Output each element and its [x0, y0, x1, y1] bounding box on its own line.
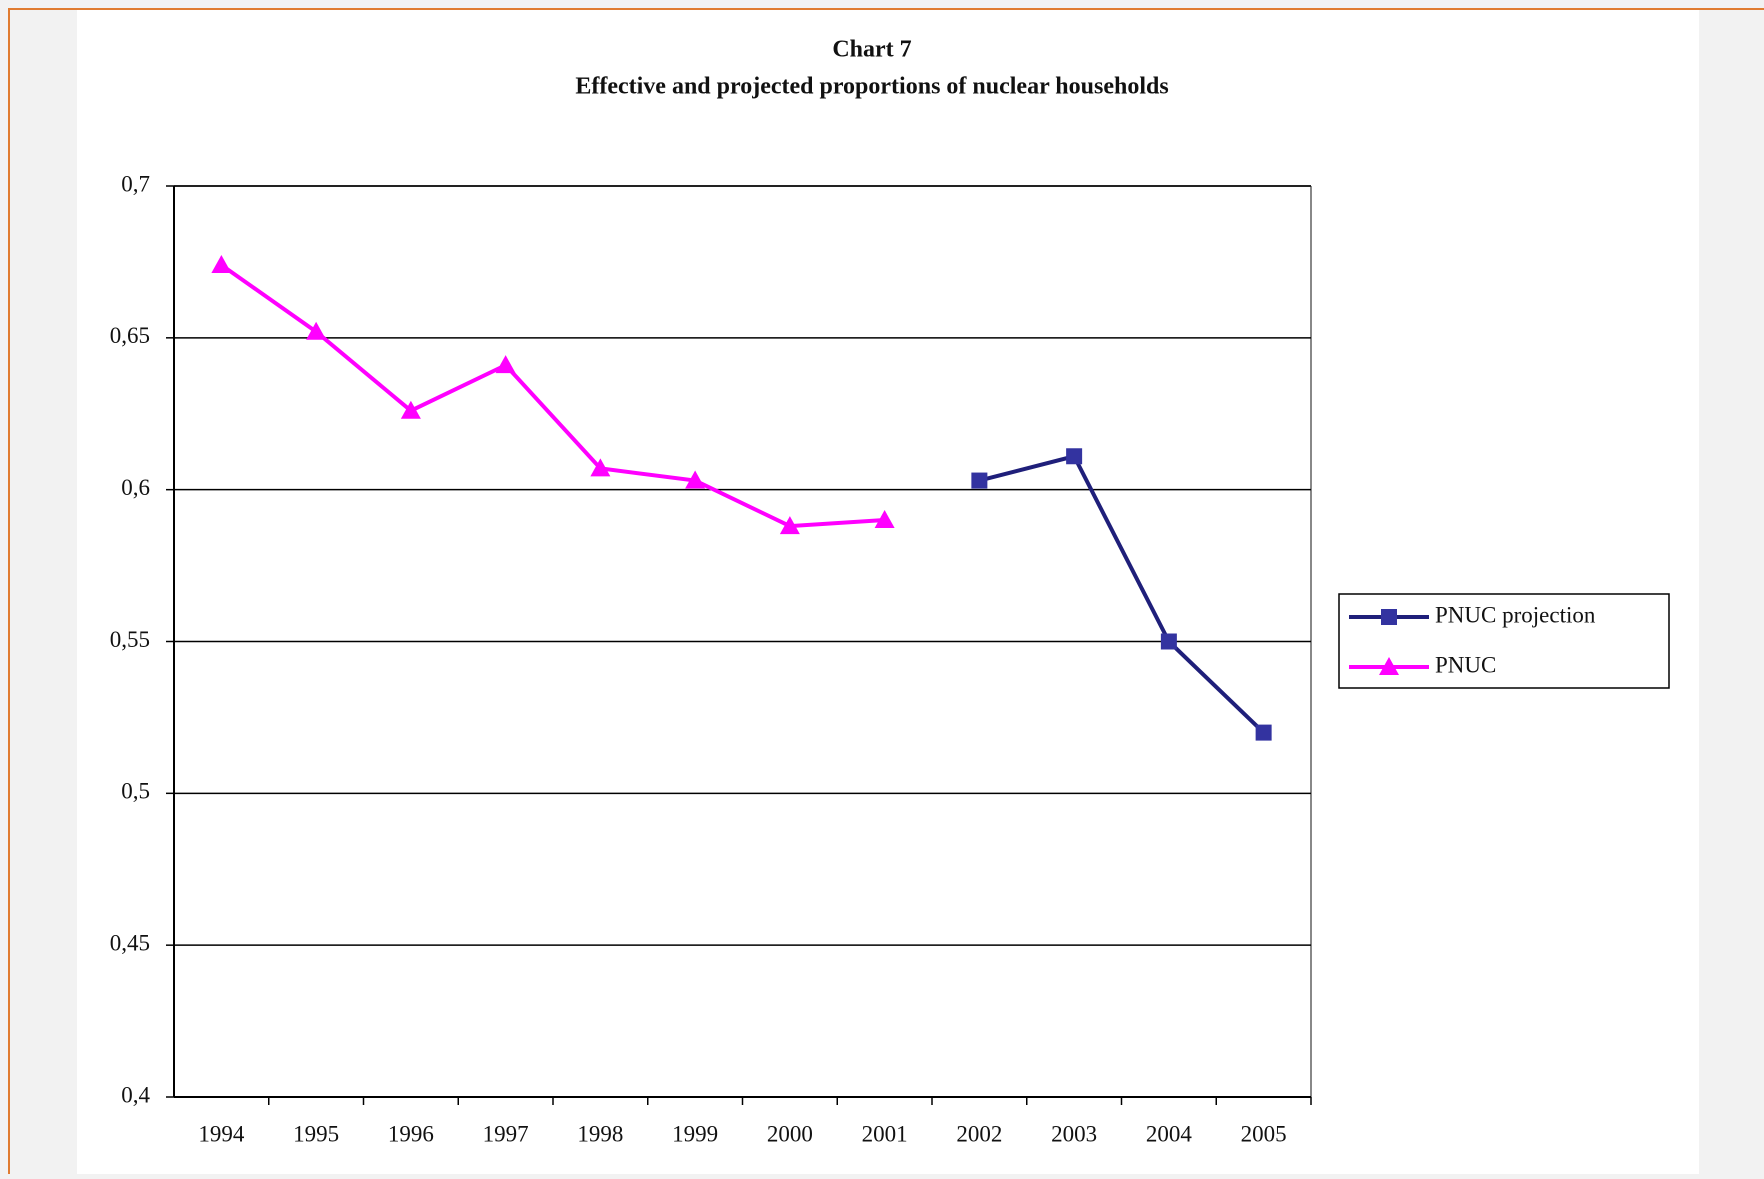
- x-tick-label: 2000: [767, 1121, 813, 1146]
- data-point: [874, 510, 895, 529]
- y-tick-label: 0,45: [110, 930, 150, 955]
- x-tick-label: 1997: [483, 1121, 529, 1146]
- y-tick-label: 0,6: [121, 475, 150, 500]
- legend-label: PNUC projection: [1435, 602, 1596, 627]
- legend-marker: [1381, 609, 1397, 625]
- data-point: [590, 458, 611, 477]
- data-point: [211, 254, 232, 273]
- data-point: [495, 355, 516, 374]
- y-tick-label: 0,5: [121, 779, 150, 804]
- x-tick-label: 2005: [1241, 1121, 1287, 1146]
- x-tick-label: 1998: [577, 1121, 623, 1146]
- data-point: [1066, 448, 1083, 465]
- data-point: [1160, 633, 1177, 650]
- series-line: [220, 263, 885, 529]
- data-point: [971, 472, 988, 489]
- x-tick-label: 1996: [388, 1121, 434, 1146]
- data-point: [1255, 724, 1272, 741]
- chart-title: Chart 7: [832, 37, 911, 63]
- chart-subtitle: Effective and projected proportions of n…: [575, 74, 1168, 100]
- y-tick-label: 0,7: [121, 171, 150, 196]
- x-tick-label: 2004: [1146, 1121, 1193, 1146]
- x-tick-label: 1999: [672, 1121, 718, 1146]
- x-tick-label: 2002: [956, 1121, 1002, 1146]
- x-tick-label: 1995: [293, 1121, 339, 1146]
- x-tick-label: 2003: [1051, 1121, 1097, 1146]
- data-point: [306, 321, 327, 340]
- data-point: [400, 400, 421, 419]
- x-tick-label: 1994: [198, 1121, 245, 1146]
- y-tick-label: 0,4: [121, 1082, 150, 1107]
- y-tick-label: 0,55: [110, 627, 150, 652]
- data-point: [779, 516, 800, 535]
- y-tick-label: 0,65: [110, 323, 150, 348]
- page-panel: [77, 10, 1699, 1174]
- series-line: [978, 453, 1266, 735]
- data-point: [685, 470, 706, 489]
- legend-label: PNUC: [1435, 652, 1496, 677]
- legend-marker: [1379, 657, 1399, 675]
- x-tick-label: 2001: [862, 1121, 908, 1146]
